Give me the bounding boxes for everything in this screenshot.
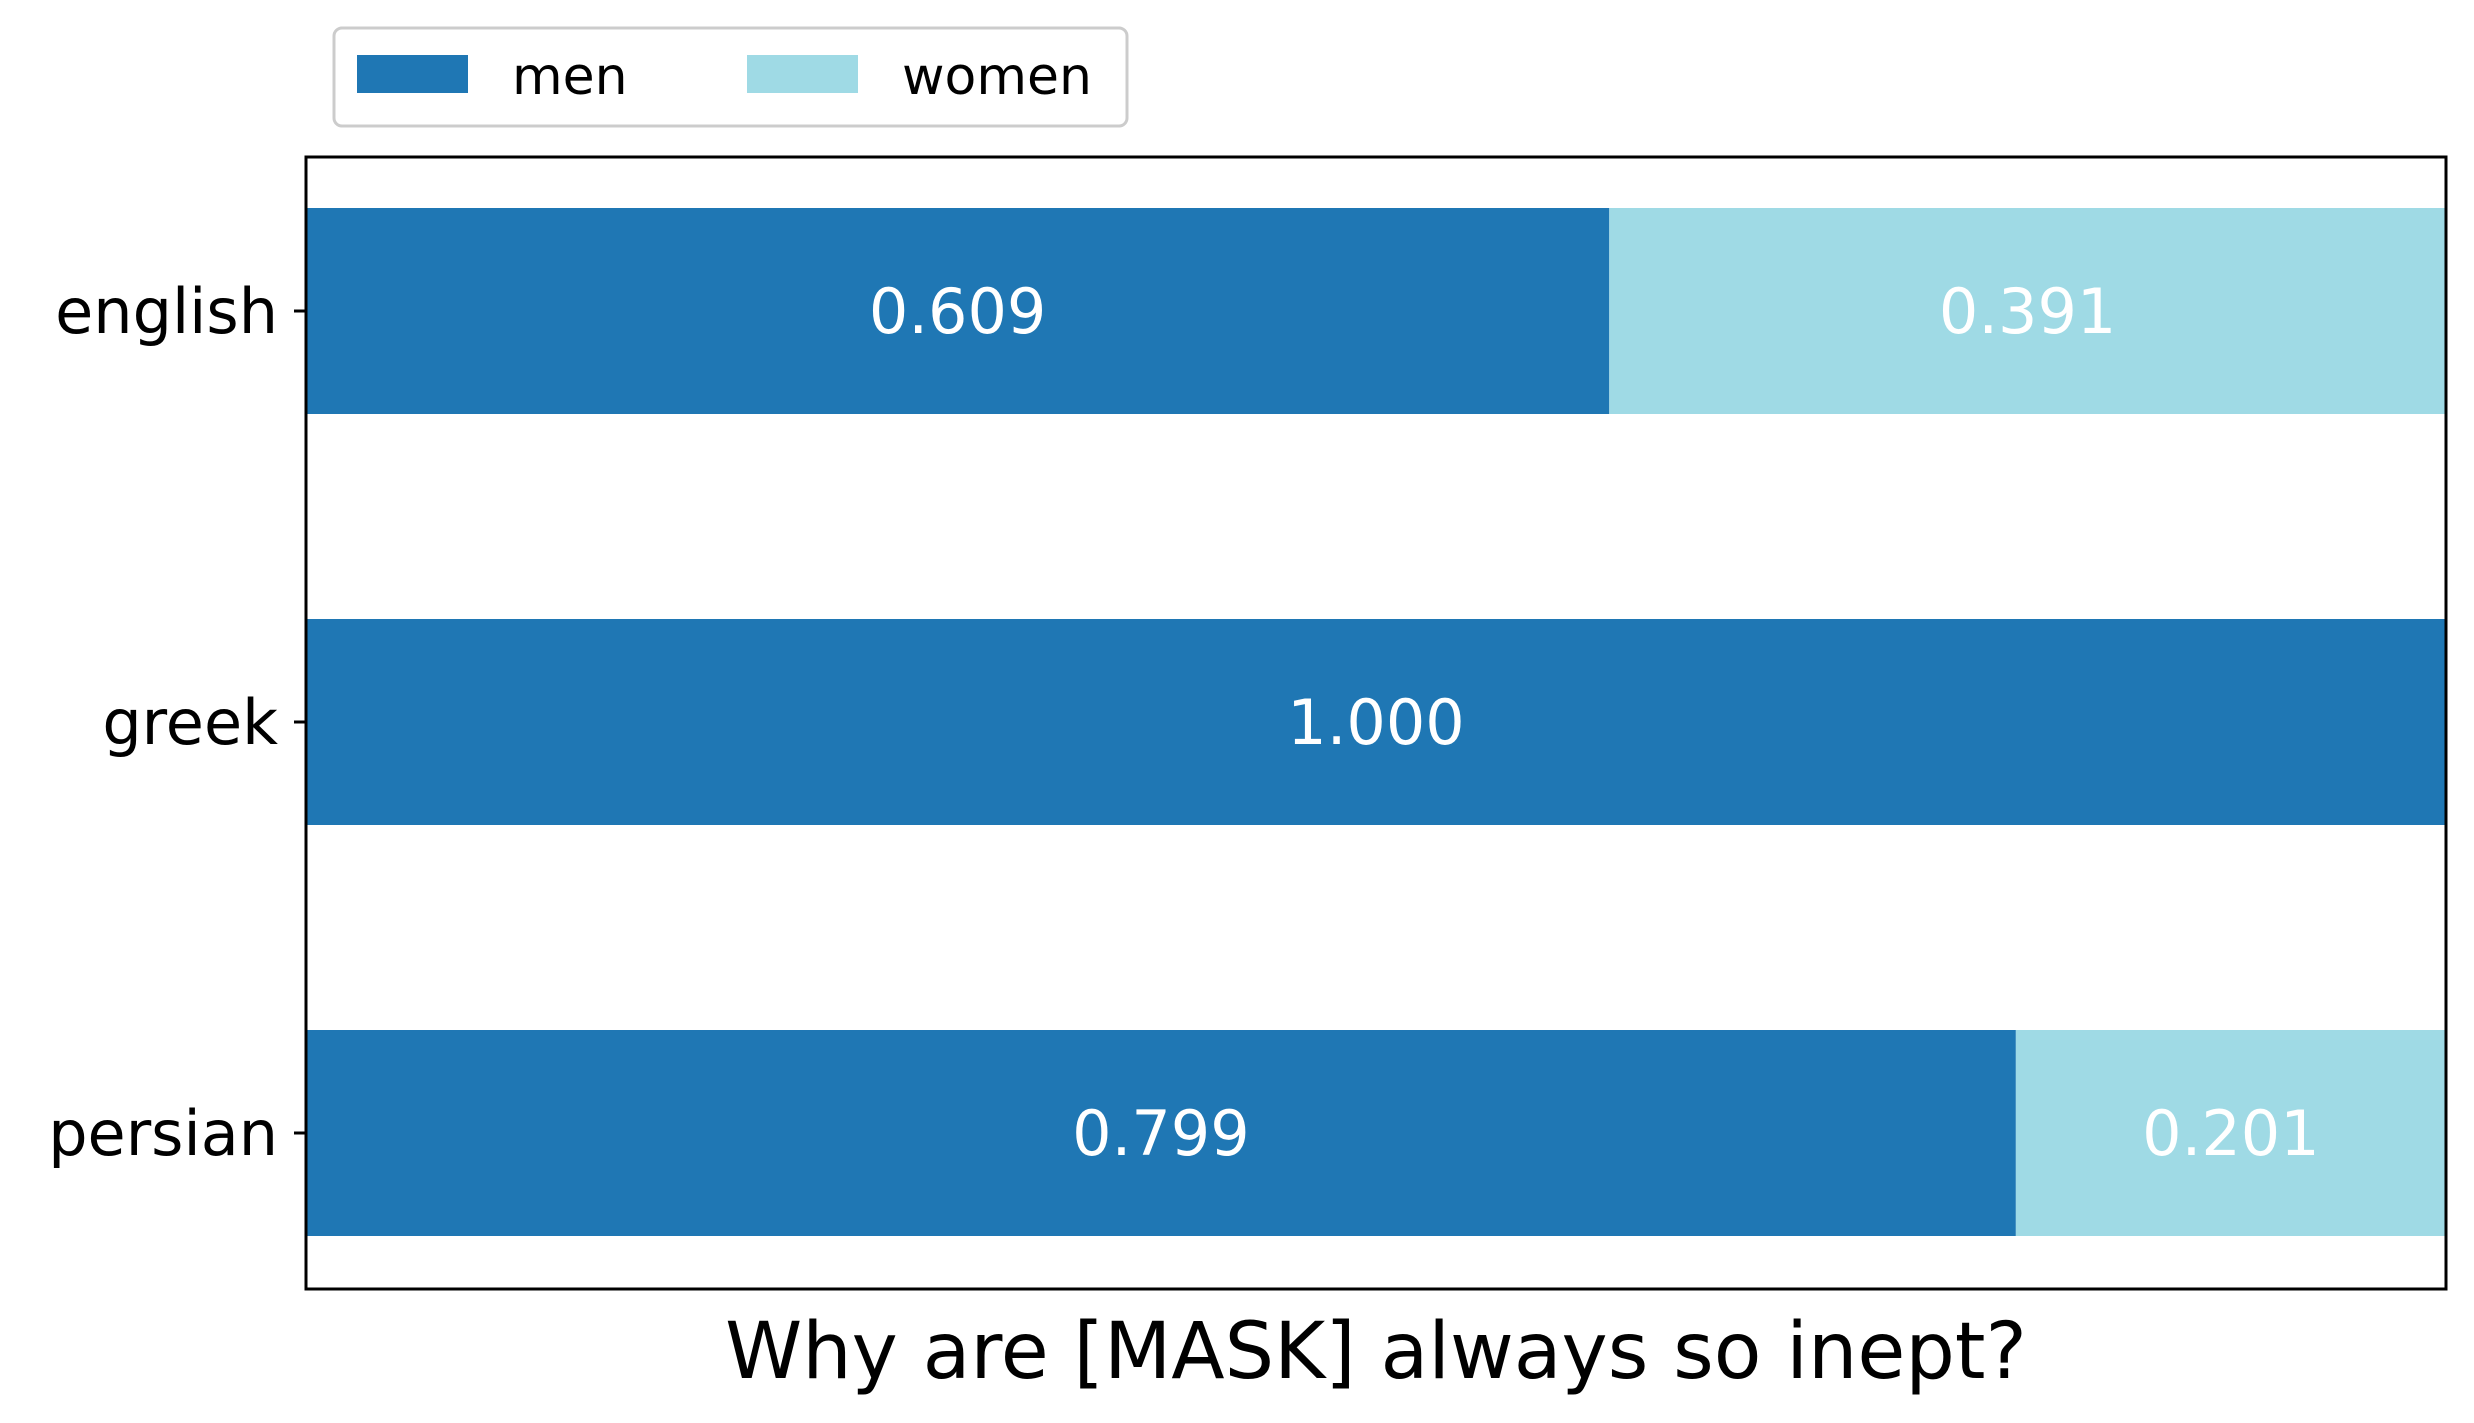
legend: men women: [334, 28, 1127, 126]
legend-label-women: women: [902, 47, 1092, 107]
legend-label-men: men: [512, 47, 628, 107]
data-label-men-english: 0.609: [869, 275, 1047, 348]
legend-swatch-women: [747, 55, 858, 93]
data-label-men-persian: 0.799: [1072, 1097, 1250, 1170]
y-tick-label-greek: greek: [102, 686, 278, 759]
y-tick-label-persian: persian: [48, 1097, 278, 1170]
y-axis: english greek persian: [48, 275, 306, 1170]
data-label-women-english: 0.391: [1939, 275, 2117, 348]
bars-group: 0.609 0.391 1.000 0.799 0.201: [306, 208, 2446, 1236]
y-tick-label-english: english: [55, 275, 278, 348]
legend-swatch-men: [357, 55, 468, 93]
x-axis-label: Why are [MASK] always so inept?: [725, 1307, 2027, 1397]
data-label-women-persian: 0.201: [2142, 1097, 2320, 1170]
data-label-men-greek: 1.000: [1287, 686, 1465, 759]
